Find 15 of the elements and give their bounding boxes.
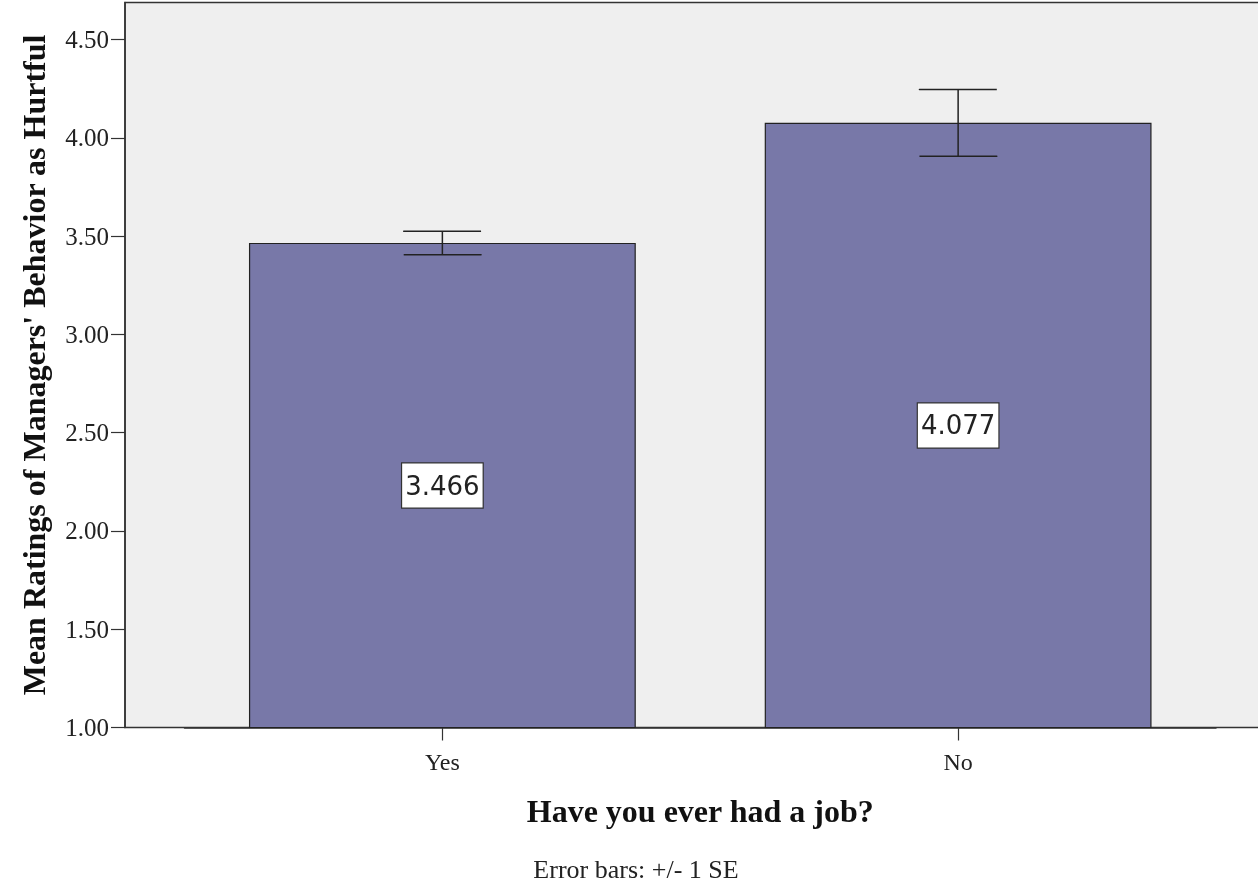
y-tick-label: 4.50 [65,26,109,54]
text: Error bars: +/- 1 SE [533,854,739,884]
x-tick-label: No [943,748,973,775]
y-tick-label: 1.50 [65,615,109,643]
data-label: 3.466 [405,470,480,501]
y-tick-label: 2.00 [65,517,109,545]
x-tick-label: Yes [424,748,460,775]
y-tick-label: 4.00 [65,124,109,152]
y-tick-label: 3.00 [65,320,109,348]
x-axis-title: Have you ever had a job? [526,792,874,829]
data-label: 4.077 [920,410,996,441]
y-tick-label: 2.50 [65,419,109,447]
y-tick-label: 1.00 [65,714,109,741]
y-tick-label: 3.50 [65,222,109,250]
y-axis-title: Mean Ratings of Managers' Behavior as Hurtful [16,34,52,696]
